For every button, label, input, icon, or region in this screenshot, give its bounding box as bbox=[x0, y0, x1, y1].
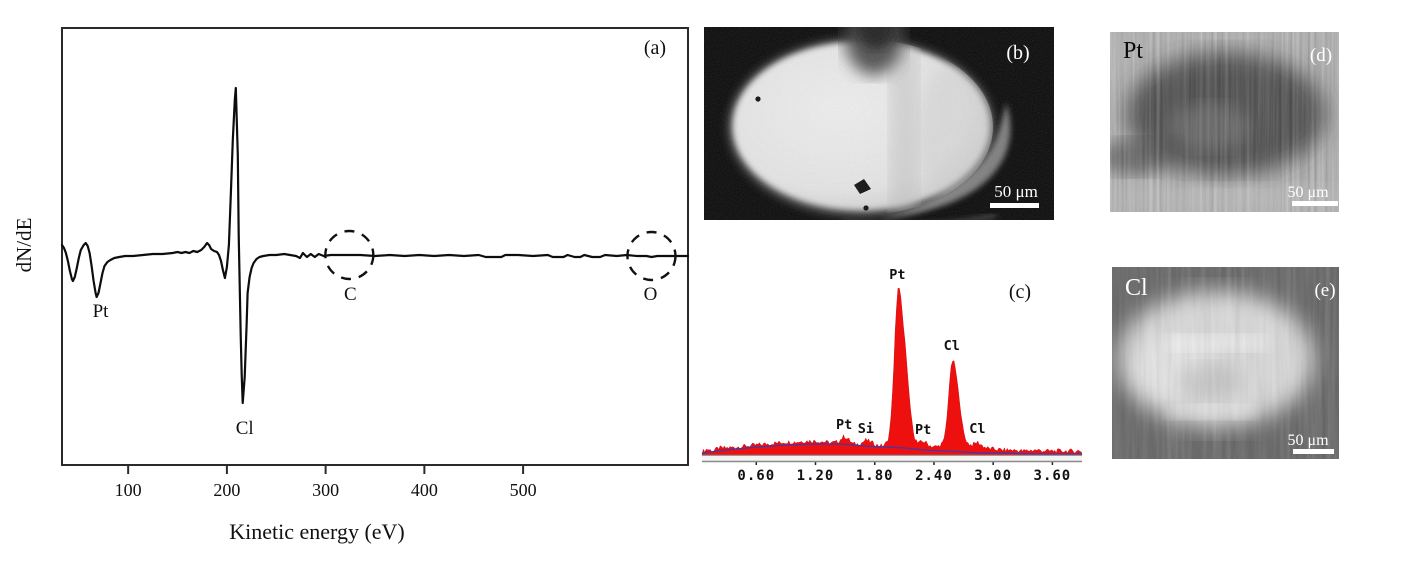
sem-image-panel: (b) 50 μm bbox=[704, 27, 1054, 220]
aes-curve bbox=[60, 86, 690, 405]
scale-bar-label-d: 50 μm bbox=[1287, 184, 1329, 201]
pt-map-panel: Pt (d) 50 μm bbox=[1110, 32, 1339, 212]
streak-overlay-d bbox=[1110, 32, 1339, 212]
panel-a-letter: (a) bbox=[644, 37, 666, 59]
eds-spectrum-panel: 0.60 1.20 1.80 2.40 3.00 3.60 Pt Cl Pt Si Pt Cl (c) bbox=[701, 267, 1083, 484]
panel-e-letter: (e) bbox=[1314, 280, 1335, 301]
panel-b-letter: (b) bbox=[1006, 42, 1029, 64]
x-tick-label: 200 bbox=[213, 480, 240, 500]
y-axis-title: dN/dE bbox=[12, 218, 36, 273]
scale-bar-e bbox=[1293, 449, 1334, 454]
eds-background-line bbox=[701, 443, 1082, 455]
aes-spectrum-panel: 100 200 300 400 500 Pt Cl C O (a) Kinetic energy… bbox=[12, 27, 690, 544]
eds-x-tick-label: 2.40 bbox=[915, 468, 953, 484]
element-label-pt: Pt bbox=[93, 301, 110, 322]
eds-peak-label-pt: Pt bbox=[889, 267, 905, 283]
element-label-cl-map: Cl bbox=[1125, 275, 1148, 301]
cl-map-panel: Cl (e) 50 μm bbox=[1112, 267, 1339, 459]
x-tick-label: 400 bbox=[411, 480, 438, 500]
eds-x-tick-label: 3.00 bbox=[974, 468, 1012, 484]
scale-bar-b bbox=[990, 203, 1039, 208]
x-axis-title: Kinetic energy (eV) bbox=[229, 519, 405, 544]
plot-frame bbox=[61, 27, 689, 466]
scale-bar-label-b: 50 μm bbox=[994, 182, 1038, 201]
eds-x-tick-label: 1.80 bbox=[856, 468, 894, 484]
x-tick-label: 100 bbox=[115, 480, 142, 500]
element-label-o: O bbox=[644, 284, 658, 305]
sem-noise-overlay bbox=[704, 27, 1054, 220]
x-tick-label: 300 bbox=[312, 480, 339, 500]
eds-x-tick-label: 1.20 bbox=[797, 468, 835, 484]
streak-overlay-e bbox=[1112, 267, 1339, 459]
dashed-circle-c bbox=[324, 229, 375, 281]
eds-peak-label-cl: Cl bbox=[969, 421, 985, 437]
eds-peak-label-pt: Pt bbox=[836, 417, 852, 433]
panel-d-letter: (d) bbox=[1310, 45, 1332, 66]
dashed-circle-o bbox=[626, 230, 677, 282]
element-label-cl: Cl bbox=[236, 418, 254, 439]
scale-bar-d bbox=[1292, 201, 1338, 206]
scale-bar-label-e: 50 μm bbox=[1287, 432, 1329, 449]
panel-c-letter: (c) bbox=[1009, 281, 1031, 303]
eds-peak-label-cl: Cl bbox=[944, 338, 960, 354]
eds-peak-label-pt: Pt bbox=[915, 422, 931, 438]
eds-peak-label-si: Si bbox=[858, 421, 874, 437]
eds-x-tick-label: 3.60 bbox=[1034, 468, 1072, 484]
eds-spectrum-fill bbox=[701, 287, 1083, 456]
element-label-c: C bbox=[344, 284, 357, 305]
eds-x-tick-label: 0.60 bbox=[737, 468, 775, 484]
axis-band bbox=[702, 456, 1082, 461]
x-tick-label: 500 bbox=[510, 480, 537, 500]
element-label-pt-map: Pt bbox=[1123, 38, 1143, 64]
